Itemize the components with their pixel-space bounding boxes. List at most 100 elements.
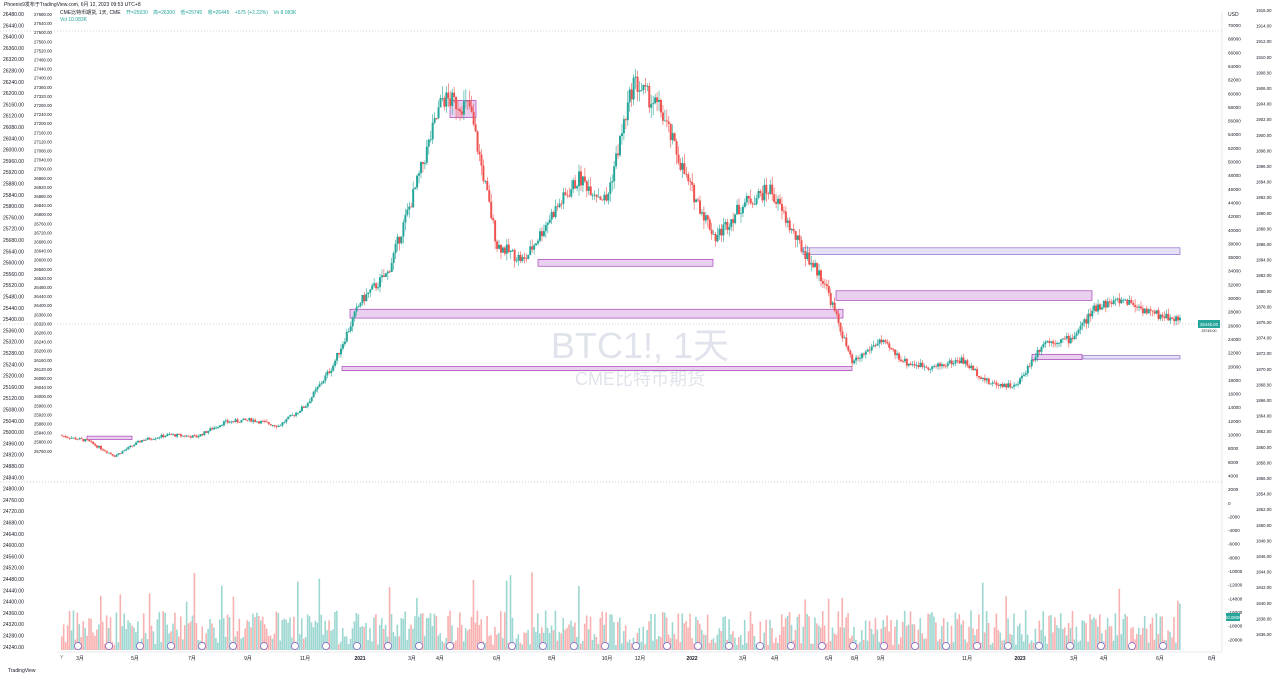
volume-bar [369,627,371,650]
candle-body [94,443,97,446]
volume-bar [131,625,133,650]
candle-body [1061,338,1064,340]
event-marker[interactable] [229,642,237,650]
event-marker[interactable] [1159,642,1167,650]
volume-bar [1099,614,1101,650]
event-marker[interactable] [105,642,113,650]
candle-body [919,362,922,367]
event-marker[interactable] [508,642,516,650]
candle-body [1161,314,1164,317]
candle-body [459,109,461,112]
event-marker[interactable] [880,642,888,650]
event-marker[interactable] [601,642,609,650]
volume-bar [1159,616,1162,650]
candle-body [150,439,153,441]
volume-bar [570,620,572,650]
event-marker[interactable] [787,642,795,650]
volume-bar [782,626,785,650]
volume-bar [911,624,914,650]
candle-body [1087,313,1090,324]
event-marker[interactable] [260,642,268,650]
event-marker[interactable] [694,642,702,650]
y-button[interactable]: Y [60,655,64,661]
event-marker[interactable] [415,642,423,650]
event-marker[interactable] [1066,642,1074,650]
volume-bar [217,642,219,650]
event-marker[interactable] [136,642,144,650]
candle-body [527,254,530,259]
volume-bar [683,623,685,650]
event-marker[interactable] [1128,642,1136,650]
candle-body [1019,378,1021,384]
candle-body [818,270,821,276]
event-marker[interactable] [446,642,454,650]
volume-bar [667,634,670,650]
event-marker[interactable] [291,642,299,650]
candle-body [979,377,982,380]
event-marker[interactable] [911,642,919,650]
volume-bar [478,624,481,650]
volume-bar [213,627,215,650]
event-marker[interactable] [198,642,206,650]
candle-body [687,174,690,182]
event-marker[interactable] [973,642,981,650]
event-marker[interactable] [167,642,175,650]
event-marker[interactable] [384,642,392,650]
event-marker[interactable] [725,642,733,650]
event-marker[interactable] [632,642,640,650]
tradingview-logo[interactable]: TradingView [8,668,36,674]
volume-bar [658,635,660,650]
candle-body [392,253,395,263]
candle-body [310,397,313,402]
candle-body [1022,374,1025,377]
volume-bar [178,636,180,650]
event-marker[interactable] [1097,642,1105,650]
candle-body [892,349,895,351]
event-marker[interactable] [663,642,671,650]
candle-body [531,246,534,250]
volume-bar [410,624,412,650]
volume-bar [620,643,623,650]
left-scale-tick: 24800.00 [3,487,24,493]
candle-body [226,420,229,423]
candle-body [386,271,389,274]
event-marker[interactable] [477,642,485,650]
volume-bar [496,634,498,650]
event-marker[interactable] [942,642,950,650]
price-tag-box[interactable] [1198,320,1220,328]
candle-body [238,422,241,423]
event-marker[interactable] [849,642,857,650]
legend-symbol[interactable]: CME比特币期货, 1天, CME [60,10,121,16]
volume-bar [656,639,658,650]
candle-body [501,247,504,253]
volume-bar [566,627,568,650]
event-marker[interactable] [353,642,361,650]
candle-body [1015,384,1018,386]
event-marker[interactable] [1035,642,1043,650]
volume-bar [349,638,352,650]
candle-body [1077,329,1080,334]
right-scale-tick: 8000 [1228,446,1239,451]
candle-body [872,345,875,347]
event-marker[interactable] [570,642,578,650]
volume-bar [332,629,334,650]
time-label: 8月 [548,656,556,662]
left-scale-tick: 25760.00 [3,215,24,221]
event-marker[interactable] [818,642,826,650]
candle-body [1155,310,1158,314]
candle-body [537,240,540,244]
volume-bar [679,642,682,650]
candle-body [1179,317,1181,321]
left2-scale-tick: 26280.00 [34,331,53,336]
event-marker[interactable] [322,642,330,650]
event-marker[interactable] [539,642,547,650]
event-marker[interactable] [1004,642,1012,650]
event-marker[interactable] [756,642,764,650]
candle-body [474,124,477,132]
event-marker[interactable] [74,642,82,650]
left2-scale-tick: 27280.00 [34,103,53,108]
volume-bar [304,637,307,650]
volume-bar [568,624,570,650]
candle-body [835,310,838,314]
